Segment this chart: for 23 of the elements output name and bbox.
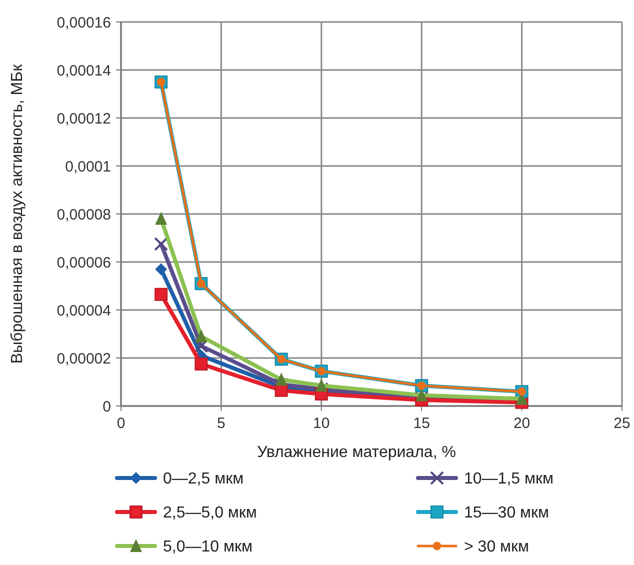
x-tick-label: 0: [116, 415, 126, 432]
x-tick-label: 20: [513, 415, 530, 432]
y-tick-label: 0,00006: [56, 254, 111, 272]
legend-label: 15—30 мкм: [464, 504, 550, 522]
y-tick-label: 0,00014: [56, 62, 111, 80]
y-tick-label: 0,00016: [56, 14, 111, 32]
x-axis-title: Увлажнение материала, %: [257, 444, 456, 461]
y-tick-label: 0,00012: [56, 110, 111, 128]
y-tick-label: 0,00002: [56, 350, 111, 368]
legend-label: 10—1,5 мкм: [464, 470, 554, 488]
y-axis-title: Выброшенная в воздух активность, МБк: [9, 63, 26, 364]
y-tick-label: 0,00004: [56, 302, 111, 320]
x-tick-label: 5: [217, 415, 226, 432]
legend-label: 5,0—10 мкм: [163, 538, 252, 556]
x-tick-label: 10: [313, 415, 330, 432]
legend-label: > 30 мкм: [464, 538, 530, 556]
y-tick-label: 0,0001: [65, 158, 111, 176]
y-tick-label: 0,00008: [56, 206, 111, 224]
y-tick-label: 0: [102, 398, 111, 416]
legend-label: 0—2,5 мкм: [163, 470, 244, 488]
x-tick-label: 25: [614, 415, 630, 432]
x-tick-label: 15: [413, 415, 430, 432]
legend-label: 2,5—5,0 мкм: [163, 504, 257, 522]
